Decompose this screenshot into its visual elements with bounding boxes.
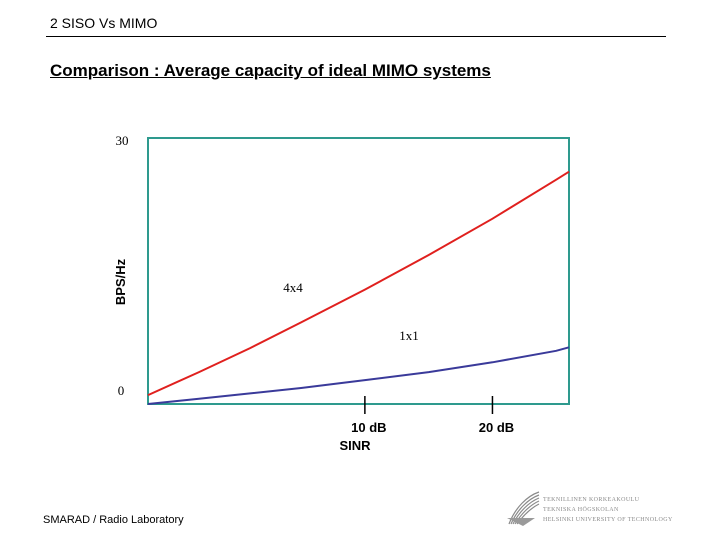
slide-heading: Comparison : Average capacity of ideal M… xyxy=(50,61,491,80)
x-tick-label: 20 dB xyxy=(479,420,514,435)
series-label-4x4: 4x4 xyxy=(283,280,303,295)
y-axis-label: BPS/Hz xyxy=(113,258,128,305)
series-label-1x1: 1x1 xyxy=(399,328,419,343)
logo-line-2: TEKNISKA HÖGSKOLAN xyxy=(543,507,619,513)
footer-lab-name: SMARAD / Radio Laboratory xyxy=(43,514,184,526)
y-tick-label: 30 xyxy=(116,133,129,148)
header-divider xyxy=(46,36,666,37)
series-line-1x1 xyxy=(147,346,570,405)
x-tick-label: 10 dB xyxy=(351,420,386,435)
logo-line-1: TEKNILLINEN KORKEAKOULU xyxy=(543,497,640,503)
series-line-4x4 xyxy=(147,170,570,397)
x-axis-label: SINR xyxy=(339,438,371,453)
y-tick-label: 0 xyxy=(118,383,125,398)
logo-line-3: HELSINKI UNIVERSITY OF TECHNOLOGY xyxy=(543,517,673,523)
plot-frame xyxy=(147,137,570,405)
university-logo: TEKNILLINEN KORKEAKOULU TEKNISKA HÖGSKOL… xyxy=(505,488,685,528)
hut-logo-icon xyxy=(507,491,540,526)
slide-section-title: 2 SISO Vs MIMO xyxy=(50,15,158,31)
